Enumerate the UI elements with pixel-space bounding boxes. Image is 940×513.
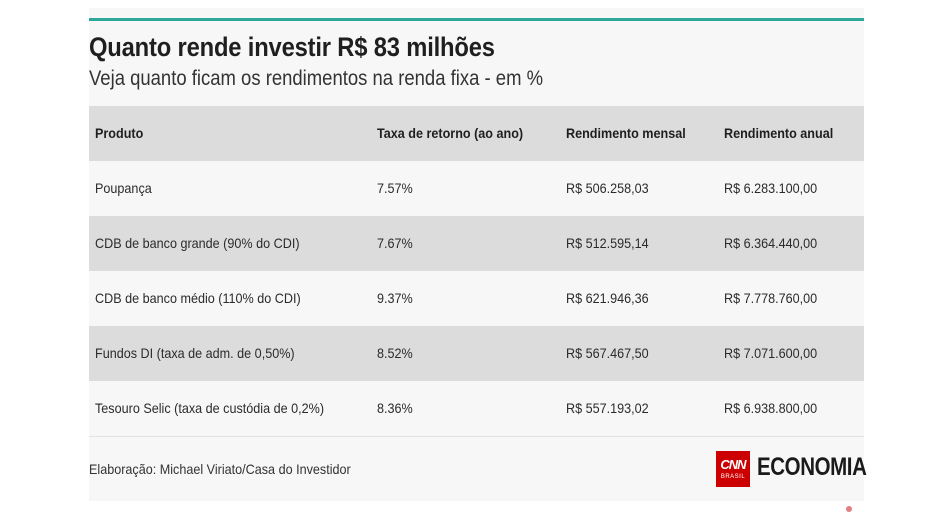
table-row: Fundos DI (taxa de adm. de 0,50%) 8.52% … — [89, 326, 864, 381]
table-row: CDB de banco médio (110% do CDI) 9.37% R… — [89, 271, 864, 326]
table-cell-produto: Fundos DI (taxa de adm. de 0,50%) — [95, 345, 295, 361]
table-cell-mensal: R$ 512.595,14 — [566, 235, 649, 251]
table-header-row: Produto Taxa de retorno (ao ano) Rendime… — [89, 106, 864, 161]
table-cell-taxa: 7.67% — [377, 235, 413, 251]
footer-credit: Elaboração: Michael Viriato/Casa do Inve… — [89, 461, 351, 477]
table-cell-produto: CDB de banco médio (110% do CDI) — [95, 290, 301, 306]
table-cell-produto: Poupança — [95, 180, 152, 196]
chart-title: Quanto rende investir R$ 83 milhões — [89, 32, 495, 62]
table-cell-anual: R$ 6.364.440,00 — [724, 235, 818, 251]
table-cell-anual: R$ 6.938.800,00 — [724, 400, 818, 416]
table-cell-anual: R$ 6.283.100,00 — [724, 180, 818, 196]
table-cell-taxa: 7.57% — [377, 180, 413, 196]
table-cell-taxa: 8.52% — [377, 345, 413, 361]
table-row: Tesouro Selic (taxa de custódia de 0,2%)… — [89, 381, 864, 436]
table-cell-mensal: R$ 506.258,03 — [566, 180, 649, 196]
table-cell-mensal: R$ 621.946,36 — [566, 290, 649, 306]
footer-divider — [89, 436, 864, 437]
cnn-logo-subtext: BRASIL — [720, 474, 746, 480]
data-table: Produto Taxa de retorno (ao ano) Rendime… — [89, 106, 864, 436]
table-cell-produto: CDB de banco grande (90% do CDI) — [95, 235, 300, 251]
column-header-mensal: Rendimento mensal — [566, 125, 686, 141]
column-header-taxa: Taxa de retorno (ao ano) — [377, 125, 524, 141]
cnn-logo-icon: CNN BRASIL — [716, 451, 750, 487]
economia-logo-text: ECONOMIA — [757, 453, 867, 481]
column-header-produto: Produto — [95, 125, 144, 141]
chart-subtitle: Veja quanto ficam os rendimentos na rend… — [89, 67, 544, 90]
corner-dot-icon — [846, 506, 852, 512]
accent-bar — [89, 18, 864, 21]
table-row: CDB de banco grande (90% do CDI) 7.67% R… — [89, 216, 864, 271]
table-cell-produto: Tesouro Selic (taxa de custódia de 0,2%) — [95, 400, 325, 416]
table-cell-mensal: R$ 567.467,50 — [566, 345, 649, 361]
table-row: Poupança 7.57% R$ 506.258,03 R$ 6.283.10… — [89, 161, 864, 216]
table-cell-anual: R$ 7.778.760,00 — [724, 290, 818, 306]
table-cell-taxa: 8.36% — [377, 400, 413, 416]
chart-card: Quanto rende investir R$ 83 milhões Veja… — [89, 8, 867, 501]
table-cell-anual: R$ 7.071.600,00 — [724, 345, 818, 361]
column-header-anual: Rendimento anual — [724, 125, 834, 141]
table-cell-mensal: R$ 557.193,02 — [566, 400, 649, 416]
cnn-economia-logo: CNN BRASIL ECONOMIA — [716, 451, 867, 487]
cnn-logo-text: CNN — [720, 457, 746, 472]
table-cell-taxa: 9.37% — [377, 290, 413, 306]
